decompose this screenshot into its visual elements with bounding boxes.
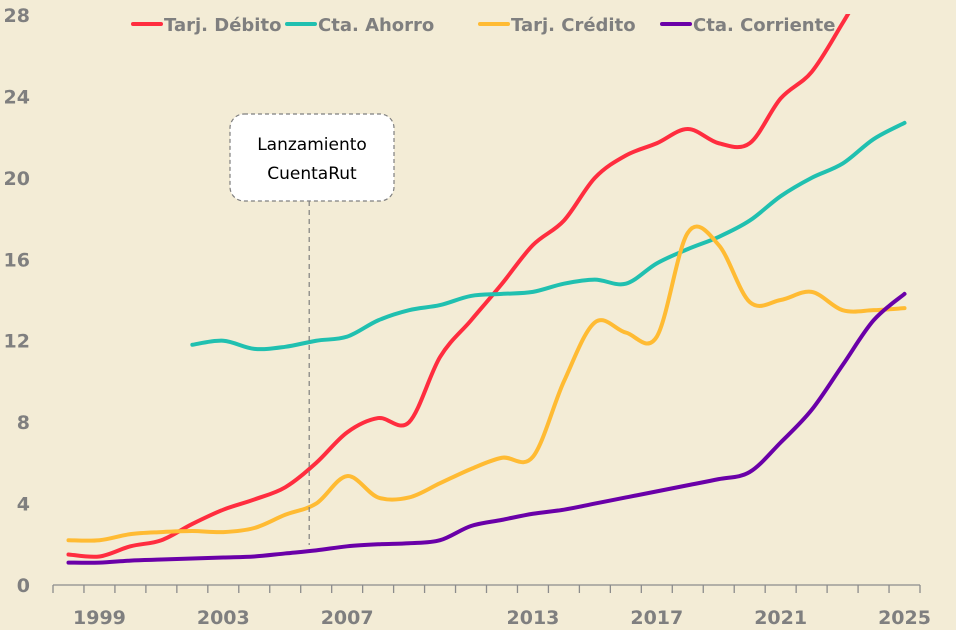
y-tick-label: 20 [4, 168, 30, 190]
annotation: Lanzamiento CuentaRut [229, 113, 395, 545]
legend-item: Cta. Corriente [660, 15, 835, 36]
legend-label: Tarj. Crédito [511, 15, 636, 36]
x-tick-label: 2013 [507, 607, 560, 629]
axes: 0 4 8 12 16 20 24 28 1999 2003 2007 2013 2017 2021 202… [4, 5, 931, 629]
legend-label: Cta. Ahorro [318, 15, 434, 36]
legend-item: Cta. Ahorro [285, 15, 434, 36]
legend: Tarj. Débito Cta. Ahorro Tarj. Crédito Cta.… [131, 15, 835, 36]
series-line-cta-corriente [66, 291, 907, 565]
series-line-tarj-d-bito [66, 14, 851, 559]
annotation-box [229, 113, 395, 202]
y-tick-label: 28 [4, 5, 30, 27]
legend-item: Tarj. Débito [131, 15, 281, 36]
y-tick-label: 12 [4, 331, 30, 353]
series-lines [66, 14, 907, 565]
series-line-tarj-cr-dito [66, 224, 907, 543]
y-tick-label: 4 [17, 494, 30, 516]
y-tick-label: 16 [4, 249, 30, 271]
series-line-cta-ahorro [190, 120, 907, 352]
x-tick-label: 2007 [321, 607, 374, 629]
legend-label: Cta. Corriente [693, 15, 835, 36]
annotation-text: Lanzamiento [257, 135, 367, 155]
y-tick-label: 0 [17, 575, 30, 597]
x-tick-label: 2021 [754, 607, 807, 629]
x-tick-label: 2003 [197, 607, 250, 629]
y-tick-label: 8 [17, 412, 30, 434]
x-tick-label: 2025 [878, 607, 931, 629]
y-tick-label: 24 [4, 86, 30, 108]
legend-item: Tarj. Crédito [478, 15, 636, 36]
legend-label: Tarj. Débito [164, 15, 281, 36]
x-tick-label: 1999 [73, 607, 126, 629]
x-tick-label: 2017 [630, 607, 683, 629]
annotation-text: CuentaRut [267, 164, 357, 184]
